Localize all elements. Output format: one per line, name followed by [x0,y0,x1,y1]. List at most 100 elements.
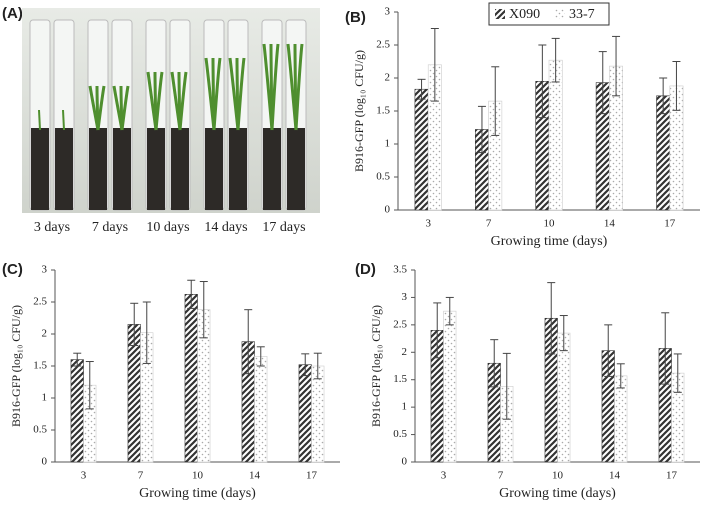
x-axis-label: Growing time (days) [491,234,608,249]
photo-caption: 14 days [204,220,247,235]
error-bar [598,51,607,115]
y-tick-label: 0 [385,204,391,216]
soil [171,128,189,210]
panel-label: (A) [2,5,23,22]
y-tick-label: 0.5 [376,171,390,183]
bar [614,375,628,463]
x-tick-label: 7 [486,218,492,230]
x-tick-label: 3 [425,218,431,230]
y-tick-label: 2.5 [33,296,47,308]
error-bar [659,77,668,115]
error-bar [502,352,511,420]
x-tick-label: 14 [604,218,616,230]
soil [31,128,49,210]
y-tick-label: 1.5 [376,105,390,117]
x-tick-label: 7 [498,470,504,482]
leaf [178,71,188,131]
bar [70,359,84,463]
y-tick-label: 0 [42,456,48,468]
x-axis-label: Growing time (days) [499,486,616,501]
photo-caption: 10 days [146,220,189,235]
bar [184,294,198,463]
x-tick-label: 17 [664,218,676,230]
leaf [270,43,280,131]
bar [311,365,325,463]
y-tick-label: 3 [42,264,48,276]
y-tick-label: 2.5 [393,318,407,330]
bar [298,364,312,463]
y-tick-label: 1.5 [33,360,47,372]
y-tick-label: 1.5 [393,373,407,385]
error-bar [445,296,454,326]
error-bar [673,353,682,393]
error-bar [73,352,82,367]
error-bar [301,353,310,377]
error-bar [85,361,94,410]
error-bar [604,324,613,377]
y-tick-label: 2 [402,346,408,358]
legend-box [488,2,610,26]
x-tick-label: 3 [441,470,447,482]
error-bar [199,281,208,339]
error-bar [130,302,139,347]
x-tick-label: 7 [138,470,144,482]
error-bar [551,37,560,83]
photo-caption: 3 days [34,220,70,235]
error-bar [547,282,556,355]
y-tick-label: 2 [42,328,48,340]
legend-swatch [495,9,505,19]
error-bar [612,35,621,97]
panel-label: (C) [2,261,23,278]
error-bar [672,61,681,111]
photo-caption: 7 days [92,220,128,235]
error-bar [661,312,670,385]
error-bar [616,363,625,389]
error-bar [490,339,499,388]
photo [22,8,320,213]
x-tick-label: 17 [306,470,318,482]
y-tick-label: 3 [402,291,408,303]
soil [287,128,305,210]
legend-label: 33-7 [569,7,595,22]
y-tick-label: 1 [385,138,391,150]
bar [548,59,563,211]
error-bar [244,309,253,375]
y-tick-label: 3 [385,6,391,18]
error-bar [256,346,265,367]
y-axis-label: B916-GFP (log₁₀ CFU/g) [9,305,23,427]
soil [147,128,165,210]
x-tick-label: 14 [249,470,261,482]
leaf [236,57,246,131]
soil [113,128,131,210]
y-tick-label: 0.5 [393,428,407,440]
error-bar [313,352,322,380]
leaf [154,71,164,131]
error-bar [559,315,568,352]
error-bar [477,105,486,154]
legend: X090 33-7 [488,2,610,26]
y-tick-label: 2 [385,72,391,84]
panel-label: (B) [345,9,366,26]
y-tick-label: 0 [402,456,408,468]
x-tick-label: 10 [192,470,204,482]
y-tick-label: 1 [42,392,48,404]
bar [557,332,571,463]
soil [229,128,247,210]
soil [263,128,281,210]
leaf [212,57,222,131]
error-bar [430,28,439,102]
y-tick-label: 3.5 [393,264,407,276]
soil [205,128,223,210]
x-tick-label: 10 [552,470,564,482]
leaf [96,85,106,131]
sprout [38,109,41,131]
x-tick-label: 3 [81,470,87,482]
y-tick-label: 0.5 [33,424,47,436]
bar [414,88,429,211]
soil [55,128,73,210]
y-axis-label: B916-GFP (log₁₀ CFU/g) [352,50,366,172]
legend-swatch [555,9,565,19]
legend-label: X090 [509,7,540,22]
